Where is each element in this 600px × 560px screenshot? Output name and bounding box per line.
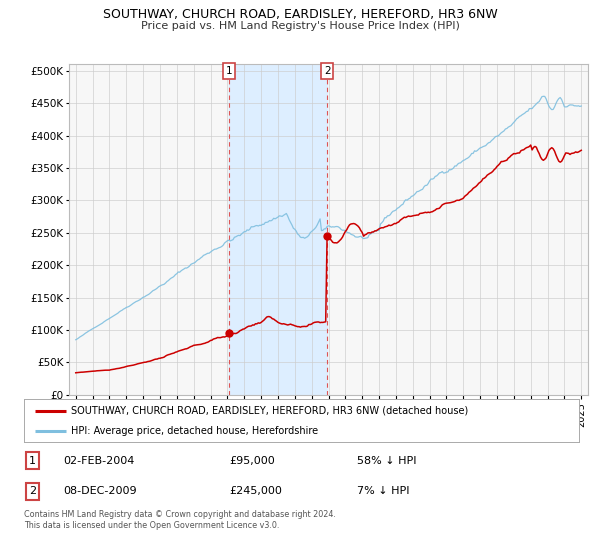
Text: 02-FEB-2004: 02-FEB-2004 [63, 456, 134, 465]
Text: 08-DEC-2009: 08-DEC-2009 [63, 487, 136, 496]
Text: £245,000: £245,000 [229, 487, 282, 496]
Text: £95,000: £95,000 [229, 456, 275, 465]
Text: SOUTHWAY, CHURCH ROAD, EARDISLEY, HEREFORD, HR3 6NW (detached house): SOUTHWAY, CHURCH ROAD, EARDISLEY, HEREFO… [71, 405, 469, 416]
Text: HPI: Average price, detached house, Herefordshire: HPI: Average price, detached house, Here… [71, 426, 319, 436]
Text: SOUTHWAY, CHURCH ROAD, EARDISLEY, HEREFORD, HR3 6NW: SOUTHWAY, CHURCH ROAD, EARDISLEY, HEREFO… [103, 8, 497, 21]
Bar [229, 64, 327, 395]
Text: 1: 1 [226, 66, 232, 76]
Text: 58% ↓ HPI: 58% ↓ HPI [357, 456, 416, 465]
Text: 1: 1 [29, 456, 36, 465]
Text: 2: 2 [324, 66, 331, 76]
Text: Contains HM Land Registry data © Crown copyright and database right 2024.
This d: Contains HM Land Registry data © Crown c… [24, 510, 336, 530]
Text: 7% ↓ HPI: 7% ↓ HPI [357, 487, 409, 496]
Text: Price paid vs. HM Land Registry's House Price Index (HPI): Price paid vs. HM Land Registry's House … [140, 21, 460, 31]
Text: 2: 2 [29, 487, 36, 496]
